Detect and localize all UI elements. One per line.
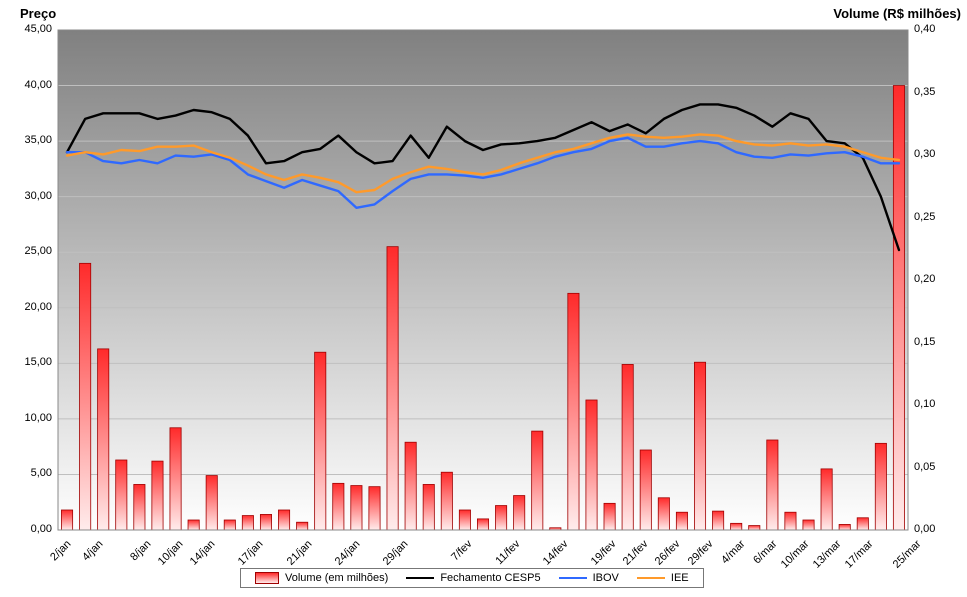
legend-item-volume: Volume (em milhões) [255, 572, 388, 584]
chart-container: { "axes": { "left": { "title": "Preço", … [0, 0, 967, 597]
y-left-tick: 45,00 [12, 23, 52, 35]
y-left-tick: 15,00 [12, 356, 52, 368]
line-swatch-icon [559, 577, 587, 579]
legend-item-iee: IEE [637, 572, 689, 584]
y-right-tick: 0,20 [914, 273, 935, 285]
y-right-tick: 0,00 [914, 523, 935, 535]
legend-label: Volume (em milhões) [285, 572, 388, 584]
legend-label: IBOV [593, 572, 619, 584]
y-left-tick: 5,00 [12, 467, 52, 479]
y-left-tick: 30,00 [12, 190, 52, 202]
y-right-tick: 0,30 [914, 148, 935, 160]
legend-label: IEE [671, 572, 689, 584]
y-right-tick: 0,05 [914, 461, 935, 473]
legend: Volume (em milhões) Fechamento CESP5 IBO… [240, 568, 704, 588]
y-left-tick: 35,00 [12, 134, 52, 146]
y-right-tick: 0,25 [914, 211, 935, 223]
line-swatch-icon [406, 577, 434, 579]
y-left-tick: 25,00 [12, 245, 52, 257]
line-swatch-icon [637, 577, 665, 579]
y-right-tick: 0,35 [914, 86, 935, 98]
plot-background [58, 30, 908, 530]
chart-svg [0, 0, 967, 560]
legend-item-ibov: IBOV [559, 572, 619, 584]
y-right-tick: 0,40 [914, 23, 935, 35]
y-left-tick: 20,00 [12, 301, 52, 313]
legend-item-cesp5: Fechamento CESP5 [406, 572, 540, 584]
y-right-tick: 0,15 [914, 336, 935, 348]
bar-swatch-icon [255, 572, 279, 584]
legend-label: Fechamento CESP5 [440, 572, 540, 584]
y-right-tick: 0,10 [914, 398, 935, 410]
y-left-tick: 10,00 [12, 412, 52, 424]
y-left-tick: 40,00 [12, 79, 52, 91]
y-left-tick: 0,00 [12, 523, 52, 535]
